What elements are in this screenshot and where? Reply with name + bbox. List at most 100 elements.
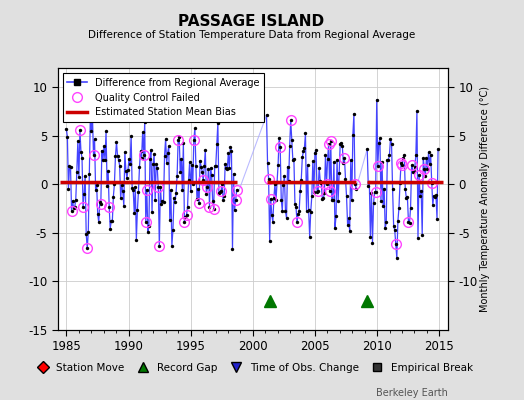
Point <box>115 162 124 169</box>
Point <box>218 181 226 187</box>
Point <box>198 168 206 175</box>
Point <box>157 200 166 207</box>
Point <box>159 199 168 205</box>
Point <box>150 151 158 158</box>
Point <box>334 198 342 204</box>
Point <box>152 160 160 167</box>
Point <box>386 136 395 142</box>
Point <box>165 143 173 149</box>
Point <box>92 182 101 188</box>
Point <box>114 157 123 163</box>
Point <box>90 136 99 142</box>
Point <box>323 156 332 162</box>
Point <box>391 241 400 247</box>
Point <box>95 199 104 206</box>
Point <box>132 237 140 243</box>
Point <box>324 141 333 148</box>
Point <box>389 223 398 230</box>
Point <box>370 189 379 196</box>
Point <box>62 126 71 132</box>
Point <box>69 198 77 204</box>
Point <box>103 183 111 189</box>
Point <box>376 135 384 142</box>
Point <box>397 160 405 166</box>
Point <box>102 128 110 135</box>
Point <box>177 156 185 162</box>
Point <box>77 148 85 155</box>
Point <box>118 188 127 194</box>
Point <box>66 163 74 170</box>
Point <box>169 227 177 233</box>
Point <box>203 184 212 190</box>
Point <box>154 184 162 190</box>
Point <box>382 219 390 225</box>
Point <box>328 197 336 204</box>
Point <box>413 108 421 114</box>
Point <box>180 218 189 225</box>
Point <box>166 216 174 223</box>
Point <box>433 216 441 222</box>
Point <box>188 162 196 168</box>
Point <box>87 128 95 135</box>
Point <box>341 176 350 182</box>
Point <box>318 196 326 202</box>
Point <box>364 183 373 189</box>
Point <box>423 166 432 172</box>
Point <box>119 202 128 209</box>
Point <box>289 156 297 163</box>
Point <box>337 140 345 146</box>
Point <box>363 146 372 152</box>
Point <box>302 207 311 214</box>
Point <box>147 147 155 154</box>
Point <box>139 152 148 158</box>
Point <box>271 181 279 187</box>
Point <box>67 164 75 171</box>
Point <box>267 195 275 202</box>
Point <box>99 157 107 163</box>
Point <box>407 204 415 211</box>
Text: Berkeley Earth: Berkeley Earth <box>376 388 448 398</box>
Point <box>396 180 404 186</box>
Point <box>373 96 381 103</box>
Point <box>425 161 434 168</box>
Point <box>158 198 167 204</box>
Point <box>434 146 442 152</box>
Point <box>140 119 149 125</box>
Point <box>405 219 413 225</box>
Point <box>133 207 141 213</box>
Point <box>342 193 351 200</box>
Point <box>230 170 238 177</box>
Point <box>171 198 179 205</box>
Point <box>317 180 325 186</box>
Point <box>282 214 291 221</box>
Point <box>270 195 278 201</box>
Point <box>279 182 288 188</box>
Point <box>183 204 192 210</box>
Point <box>266 238 274 244</box>
Point <box>216 189 224 196</box>
Point <box>285 178 293 184</box>
Point <box>101 157 109 163</box>
Point <box>312 147 320 153</box>
Point <box>96 200 105 207</box>
Point <box>378 159 386 165</box>
Point <box>112 139 121 145</box>
Point <box>161 136 170 142</box>
Point <box>387 140 396 147</box>
Point <box>269 219 277 225</box>
Point <box>275 135 283 141</box>
Point <box>320 190 329 196</box>
Point <box>316 177 324 184</box>
Point <box>298 154 307 160</box>
Point <box>347 197 356 204</box>
Point <box>82 230 90 237</box>
Point <box>403 194 411 200</box>
Point <box>145 223 153 230</box>
Point <box>294 210 302 217</box>
Point <box>420 166 429 172</box>
Point <box>109 193 117 200</box>
Point <box>68 208 76 214</box>
Point <box>75 174 83 180</box>
Point <box>71 204 79 210</box>
Point <box>151 196 159 203</box>
